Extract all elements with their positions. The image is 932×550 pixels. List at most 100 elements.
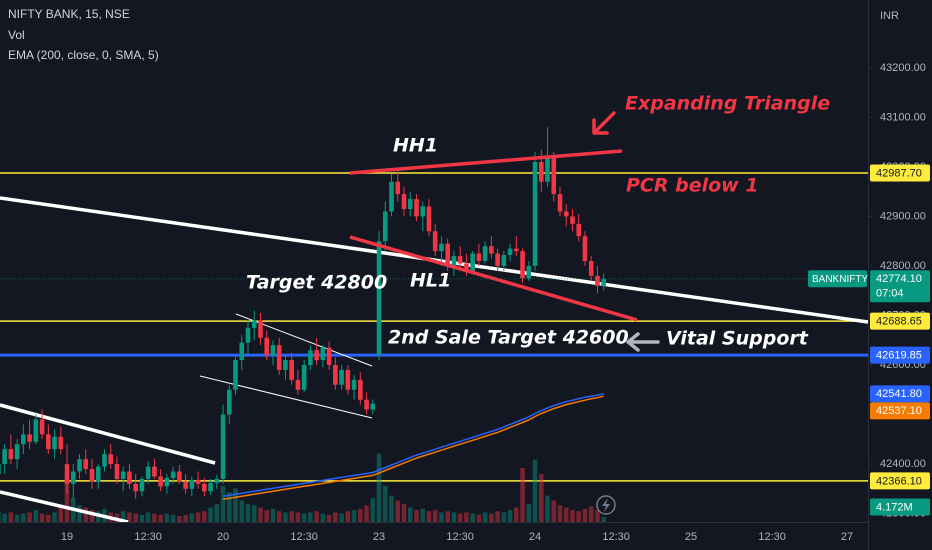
candle-body [576,223,582,237]
level-badge-text: 42987.70 [876,167,922,179]
candle-body [520,251,525,279]
moving-average [222,393,604,497]
replay-icon[interactable] [596,495,616,515]
candle-body [432,231,438,252]
volume-bar [432,510,438,522]
triangle-lines [349,149,638,322]
ma-badge [870,385,930,403]
candle-body [120,471,126,479]
candle-body [582,236,588,261]
candle-body [314,350,319,361]
volume-bar [495,511,500,522]
annotation-arrow [592,111,616,135]
volume-bar [576,511,582,522]
volume-bar [14,514,20,522]
volume-bar [364,505,369,522]
candle-body [158,476,163,487]
candle-body [208,482,213,492]
candle-body [39,419,45,435]
volume-bar [489,513,494,522]
symbol-tag [808,270,867,288]
volume-bar [345,511,351,522]
volume-bar [457,513,463,522]
candle-body [95,466,101,482]
icon-circle[interactable] [596,495,616,515]
volume-bar [127,512,132,522]
annotation: HL1 [410,270,451,292]
volume-bar [333,512,338,522]
volume-bar [208,507,213,522]
volume-bar [501,512,507,522]
volume-bar [588,506,594,522]
volume-bar [514,507,519,522]
volume-bar [326,514,332,522]
candle-body [401,194,407,209]
candle-body [439,243,444,252]
volume-bar [183,514,188,522]
candle-body [301,365,307,390]
channel-line [199,375,373,419]
volume-bar [39,513,45,522]
candle-body [457,256,463,264]
candle-body [177,471,182,482]
symbol-tag-text: BANKNIFTY [812,274,868,285]
candle-body [220,414,226,479]
candle-body [395,181,401,195]
candle-body [501,255,507,266]
level-badge-text: 42688.65 [876,316,922,328]
volume-bar [195,512,201,522]
candle-body [482,246,488,261]
candle-body [345,369,351,390]
candle-body [239,342,245,361]
level-badge [870,312,930,330]
x-tick-label: 24 [529,531,541,543]
volume-bar [33,510,39,522]
candle-body [339,369,344,385]
volume-bar [464,512,469,522]
candle-body [376,241,382,356]
candle-body [170,471,176,478]
x-tick-label: 23 [373,531,385,543]
volume-bar [258,507,263,522]
volume-bar [89,510,95,522]
candle-body [320,347,326,361]
level-badge-text: 42619.85 [876,350,922,362]
candle-body [33,419,39,442]
volume-bar [420,508,426,522]
volume-bar [145,512,151,522]
candle-body [570,216,575,224]
annotation: Vital Support [666,328,809,350]
volume-bar [52,512,57,522]
candle-body [326,347,332,366]
volume-bar [520,468,525,522]
candle-body [407,199,413,209]
candle-body [183,481,188,489]
candle-body [276,345,282,370]
annotation: HH1 [393,135,438,157]
annotation-arrow [626,332,660,352]
candle-body [538,161,544,182]
volume-bar [8,512,14,522]
volume-bar [158,514,163,522]
volume-bar [426,511,432,522]
candle-body [495,253,500,266]
volume-bar [414,510,419,522]
volume-bar [283,512,288,522]
volume-bar [226,492,232,522]
volume-bar [526,504,532,522]
volume-bar [77,505,82,522]
volume-bar [507,510,513,522]
candle-body [382,211,388,242]
y-tick-label: 42900.00 [880,210,926,222]
x-tick-label: 25 [685,531,697,543]
volume-bar [451,512,457,522]
moving-averages [222,393,604,500]
icon-bolt[interactable] [602,498,610,512]
triangle-lower [349,235,638,322]
volume-bar [582,508,588,522]
volume-bar [339,513,344,522]
volume-bar [376,453,382,522]
level-badge [870,346,930,364]
volume-bar [301,513,307,522]
